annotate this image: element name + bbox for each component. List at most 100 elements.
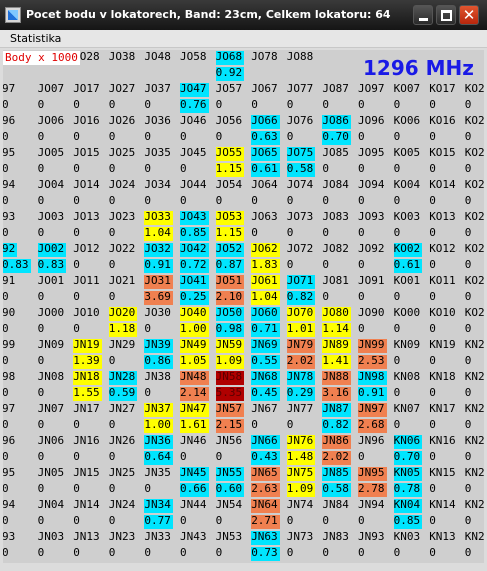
locator-label: JO04 (37, 178, 65, 191)
grid-cell: KO10 0 (429, 306, 464, 342)
grid-cell: JO15 0 (73, 146, 108, 182)
grid-cell: JN75 1.09 (286, 466, 322, 502)
grid-cell: JO64 0 (251, 178, 286, 214)
grid-cell: JN89 1.41 (322, 338, 357, 374)
points-value: 0.77 (144, 514, 173, 529)
grid-cell: JO84 0 (322, 178, 357, 214)
grid-cell: 95 0 (3, 466, 37, 502)
grid-cell: JN45 0.66 (180, 466, 215, 502)
points-value: 0 (464, 322, 472, 335)
points-value: 1.61 (180, 418, 209, 433)
grid-cell: JN84 0 (322, 498, 357, 534)
grid-cell: KN04 0.85 (393, 498, 429, 534)
locator-label: 97 (3, 82, 16, 95)
points-value: 0 (393, 130, 401, 143)
grid-cell: JO83 0 (322, 210, 357, 246)
locator-label: KO14 (429, 178, 456, 191)
grid-cell: JO13 0 (73, 210, 108, 246)
grid-cell: KO24 0 (465, 178, 484, 214)
points-value: 0.55 (251, 354, 280, 369)
grid-cell: JN85 0.58 (322, 466, 357, 502)
points-value: 1.48 (286, 450, 316, 465)
grid-cell: 96 0 (3, 434, 37, 470)
locator-label: JO60 (251, 306, 280, 321)
locator-label: JO81 (322, 274, 349, 287)
locator-label: JO84 (322, 178, 349, 191)
locator-label: KO06 (393, 114, 421, 127)
locator-label: JN95 (358, 466, 387, 481)
grid-cell: KO14 0 (429, 178, 464, 214)
grid-cell: JN08 0 (38, 370, 73, 406)
grid-cell: 92 0.83 (3, 242, 37, 278)
grid-cell: JO01 0 (38, 274, 73, 310)
locator-label: JO42 (180, 242, 209, 257)
grid-cell: JO96 0 (358, 114, 393, 150)
grid-cell: 99 0 (3, 338, 37, 374)
locator-label: KN13 (429, 530, 456, 543)
app-icon[interactable] (5, 7, 21, 23)
locator-label: 90 (3, 306, 16, 319)
points-value: 0 (108, 258, 116, 271)
points-value: 0 (108, 226, 116, 239)
points-value: 0 (429, 194, 436, 207)
points-value: 2.15 (215, 418, 245, 433)
grid-cell: JO75 0.58 (286, 146, 322, 182)
grid-cell: JO61 1.04 (251, 274, 286, 310)
points-value: 0 (180, 450, 187, 463)
points-value: 0 (73, 482, 80, 495)
points-value: 0 (3, 226, 9, 239)
points-value: 0.76 (180, 98, 209, 113)
points-value: 0 (429, 130, 436, 143)
grid-cell: JO41 0.25 (180, 274, 215, 310)
locator-label: JN55 (215, 466, 245, 481)
locator-label: JO95 (358, 146, 385, 159)
locator-label: KN07 (393, 402, 421, 415)
grid-cell: JO25 0 (109, 146, 144, 182)
grid-cell: JO40 1.00 (180, 306, 215, 342)
locator-label: JN26 (108, 434, 136, 447)
title-bar[interactable]: Pocet bodu v lokatorech, Band: 23cm, Cel… (0, 0, 487, 30)
grid-cell: JO55 1.15 (215, 146, 251, 182)
locator-label: JN03 (37, 530, 65, 543)
grid-cell: JN25 0 (109, 466, 144, 502)
points-value: 0 (358, 162, 365, 175)
grid-cell: JN13 0 (73, 530, 108, 563)
grid-cell: JN05 0 (38, 466, 73, 502)
locator-label: JO76 (286, 114, 314, 127)
locator-label: KO24 (464, 178, 484, 191)
close-button[interactable]: ✕ (459, 5, 479, 25)
grid-cell: KN23 0 (465, 530, 484, 563)
points-value: 0 (464, 546, 472, 559)
minimize-button[interactable] (413, 5, 433, 25)
locator-label: JN48 (180, 370, 209, 385)
locator-label: KO07 (393, 82, 421, 95)
grid-cell: JO02 0.83 (37, 242, 73, 278)
locator-label: JO31 (144, 274, 173, 289)
grid-cell: JO92 0 (358, 242, 393, 278)
menu-statistika[interactable]: Statistika (10, 32, 62, 45)
maximize-button[interactable] (436, 5, 456, 25)
grid-cell: KN29 0 (465, 338, 484, 374)
grid-cell: JN46 0 (180, 434, 215, 470)
grid-cell: KO00 0 (394, 306, 429, 342)
points-value: 1.09 (215, 354, 245, 369)
locator-label: JN04 (37, 498, 65, 511)
points-value: 0 (251, 418, 258, 431)
locator-label: JN69 (251, 338, 280, 353)
points-value: 0 (144, 194, 152, 207)
grid-cell: JO78 (251, 50, 286, 86)
grid-cell: JO68 0.92 (215, 50, 251, 86)
points-value: 0 (3, 322, 9, 335)
locator-label: JO24 (108, 178, 136, 191)
grid-cell: KO07 0 (394, 82, 429, 118)
points-value: 0 (73, 194, 80, 207)
window-title: Pocet bodu v lokatorech, Band: 23cm, Cel… (26, 8, 391, 21)
locator-label: KN09 (393, 338, 421, 351)
grid-cell: KO06 0 (394, 114, 429, 150)
points-value: 0 (464, 482, 472, 495)
grid-cell: JO30 0 (144, 306, 179, 342)
points-value: 0 (37, 546, 45, 559)
grid-cell: JN77 0 (287, 402, 322, 438)
points-value: 0 (108, 130, 116, 143)
points-value: 0 (464, 514, 472, 527)
